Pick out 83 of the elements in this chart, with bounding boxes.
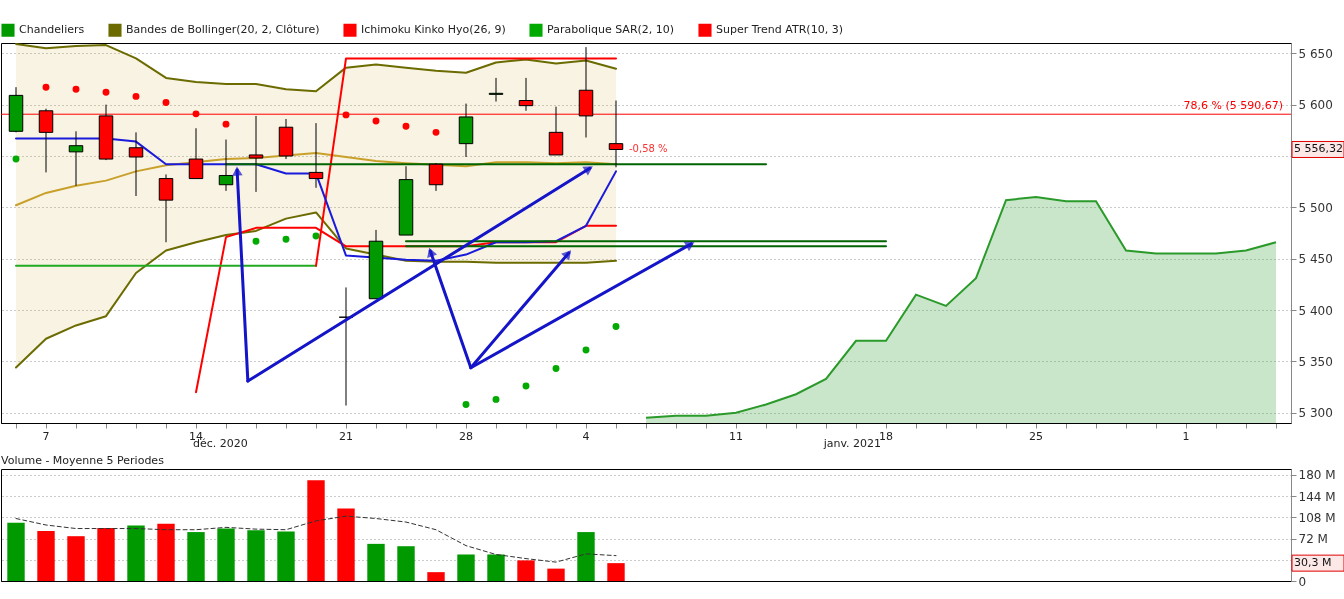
bar	[217, 528, 235, 581]
y-tick-label: 108 M	[1298, 510, 1336, 525]
y-tick-label: 0	[1298, 574, 1307, 589]
y-tick-label: 5 450	[1298, 252, 1333, 267]
point	[612, 323, 620, 330]
legend-label: Ichimoku Kinko Hyo(26, 9)	[361, 23, 506, 37]
bar	[307, 480, 325, 581]
legend-label: Parabolique SAR(2, 10)	[547, 23, 675, 37]
point	[522, 382, 530, 390]
y-tick-label: 5 350	[1298, 354, 1333, 369]
text: 5 556,32	[1294, 142, 1343, 156]
point	[312, 232, 320, 240]
text: janv. 2021	[822, 437, 882, 450]
chart-title: Volume - Moyenne 5 Periodes	[1, 453, 165, 467]
point	[582, 346, 590, 354]
bar	[127, 525, 145, 581]
point	[372, 117, 380, 125]
point	[42, 83, 50, 91]
candlestick	[128, 131, 144, 197]
point	[12, 155, 20, 163]
y-tick-label: 180 M	[1298, 468, 1336, 483]
candlestick	[428, 162, 444, 192]
point	[252, 237, 260, 245]
point	[72, 85, 80, 93]
point	[432, 128, 440, 136]
bar	[487, 554, 505, 581]
bar	[187, 532, 205, 581]
point	[462, 401, 470, 408]
bar	[97, 527, 115, 581]
x-tick-label: 18	[879, 429, 893, 443]
x-tick-label: 21	[339, 429, 353, 443]
y-tick-label: 144 M	[1298, 489, 1336, 504]
y-tick-label: 5 600	[1298, 98, 1333, 113]
annotation: -0,58 %	[629, 143, 668, 155]
bar	[547, 568, 565, 581]
legend-label: Chandeliers	[19, 23, 85, 37]
text: 30,3 M	[1294, 556, 1332, 570]
candlestick	[68, 130, 84, 187]
point	[132, 92, 140, 100]
line-series	[15, 211, 617, 369]
legend-label: Bandes de Bollinger(20, 2, Clôture)	[126, 23, 320, 37]
bar	[37, 530, 55, 581]
y-tick-label: 5 650	[1298, 46, 1333, 61]
ref-line-label: 78,6 % (5 590,67)	[1183, 99, 1283, 113]
bar	[367, 543, 385, 581]
point	[102, 88, 110, 96]
bar	[577, 532, 595, 581]
x-tick-label: 28	[459, 429, 473, 443]
x-tick-label: 25	[1029, 429, 1043, 443]
point	[222, 120, 230, 128]
candlestick	[308, 122, 324, 189]
candlestick	[488, 77, 504, 103]
line-series	[15, 137, 617, 262]
x-tick-label: 4	[582, 429, 590, 443]
bar	[247, 530, 265, 581]
line-series	[15, 515, 617, 563]
bar	[427, 572, 445, 581]
point	[402, 122, 410, 130]
x-tick-label: 7	[42, 429, 50, 443]
line-series	[15, 43, 617, 93]
bar	[457, 554, 475, 581]
point	[282, 235, 290, 243]
x-tick-label: 11	[729, 429, 743, 443]
bar	[607, 563, 625, 581]
x-tick-label: 1	[1182, 429, 1190, 443]
bar	[397, 546, 415, 581]
candlestick	[158, 173, 174, 243]
bar	[67, 536, 85, 581]
bar	[517, 560, 535, 581]
point	[552, 365, 560, 373]
point	[162, 99, 170, 107]
point	[492, 395, 500, 403]
bar	[277, 531, 295, 581]
y-tick-label: 5 300	[1298, 406, 1333, 421]
y-tick-label: 5 400	[1298, 303, 1333, 318]
y-tick-label: 5 500	[1298, 200, 1333, 215]
bar	[7, 522, 25, 581]
bar	[157, 523, 175, 581]
bar	[337, 508, 355, 581]
y-tick-label: 72 M	[1298, 532, 1328, 547]
legend-label: Super Trend ATR(10, 3)	[716, 23, 843, 37]
candlestick	[188, 127, 204, 180]
candlestick	[518, 77, 534, 112]
